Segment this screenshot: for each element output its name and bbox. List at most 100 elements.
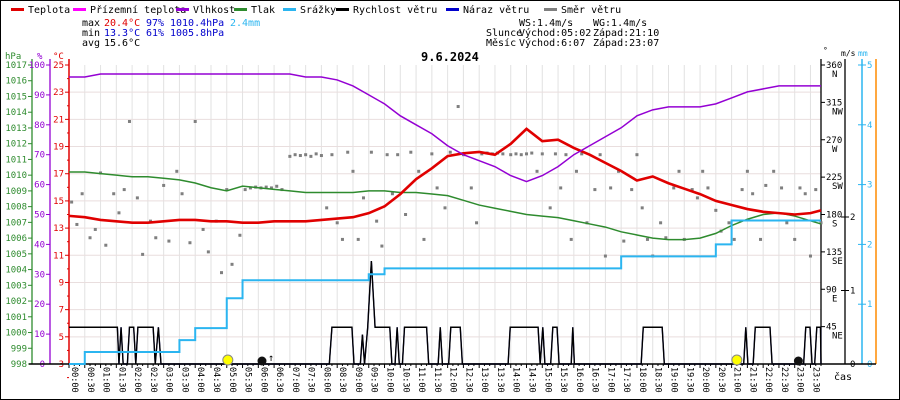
wind-direction-dot	[695, 196, 699, 200]
hpa-tick-label: 1009	[5, 187, 27, 197]
legend-color-dash	[446, 7, 459, 11]
wind-direction-dot	[385, 153, 389, 157]
deg-compass-label: NE	[832, 332, 843, 342]
x-tick-label: 16:00	[574, 367, 584, 393]
wind-direction-dot	[785, 221, 789, 225]
wind-direction-dot	[275, 184, 279, 188]
wind-direction-dot	[535, 169, 539, 173]
wind-direction-dot	[525, 152, 529, 156]
legend-item-7: Náraz větru	[446, 5, 529, 17]
temp-tick-label: 19	[53, 143, 64, 153]
deg-compass-label: S	[832, 220, 837, 230]
wind-direction-dot	[340, 237, 344, 241]
stat-avg-temp: 15.6°C	[104, 38, 141, 49]
pct-tick-label: 60	[34, 181, 45, 191]
wind-direction-dot	[598, 153, 602, 157]
hpa-tick-label: 1002	[5, 297, 27, 307]
wind-direction-dot	[206, 250, 210, 254]
legend-item-8: Směr větru	[544, 5, 621, 17]
deg-tick-label: 270	[826, 136, 842, 146]
hpa-axis-unit: hPa	[5, 52, 21, 62]
x-tick-label: 12:00	[448, 367, 458, 393]
x-tick-label: 20:30	[716, 367, 726, 393]
wind-direction-dot	[819, 221, 823, 225]
pct-tick-label: 50	[34, 211, 45, 221]
wind-direction-dot	[603, 254, 607, 258]
wind-direction-dot	[564, 153, 568, 157]
deg-tick-label: 90	[826, 285, 837, 295]
mm-axis-unit: mm	[858, 49, 868, 58]
x-tick-label: 18:00	[637, 367, 647, 393]
wind-direction-dot	[808, 254, 812, 258]
x-tick-label: 06:00	[258, 367, 268, 393]
sunset-marker	[731, 354, 743, 366]
hpa-tick-label: 1011	[5, 155, 27, 165]
wind-direction-dot	[422, 237, 426, 241]
deg-tick-label: 225	[826, 173, 842, 183]
x-tick-label: 17:30	[621, 367, 631, 393]
deg-tick-label: 180	[826, 211, 842, 221]
wind-direction-dot	[238, 233, 242, 237]
wind-direction-dot	[248, 186, 252, 190]
deg-tick-label: 45	[826, 323, 837, 333]
wind-direction-dot	[617, 169, 621, 173]
x-tick-label: 10:00	[385, 367, 395, 393]
legend-item-5: Srážky	[283, 5, 336, 17]
wind-direction-dot	[141, 252, 145, 256]
legend-label: Rychlost větru	[353, 5, 438, 16]
temp-tick-label: 9	[59, 278, 64, 288]
temp-tick-label: 5	[59, 333, 64, 343]
x-tick-label: 23:30	[810, 367, 820, 393]
wind-direction-dot	[672, 186, 676, 190]
wind-direction-dot	[351, 169, 355, 173]
legend-color-dash	[336, 7, 349, 11]
moonset-time: Západ:23:07	[593, 38, 660, 49]
wind-direction-dot	[335, 221, 339, 225]
mm-tick-label: 1	[867, 300, 872, 310]
mm-tick-label: 4	[867, 121, 872, 131]
wind-direction-dot	[330, 153, 334, 157]
x-tick-label: 01:00	[101, 367, 111, 393]
moon-label: Měsíc	[486, 38, 517, 49]
wind-direction-dot	[325, 206, 329, 210]
hpa-tick-label: 1016	[5, 77, 27, 87]
legend-label: Teplota	[28, 5, 71, 16]
ms-tick-label: 2	[850, 213, 855, 223]
hpa-tick-label: 1014	[5, 108, 27, 118]
x-tick-label: 02:00	[132, 367, 142, 393]
mm-tick-label: 0	[867, 360, 872, 370]
x-tick-label: 09:30	[369, 367, 379, 393]
wind-direction-dot	[553, 152, 557, 156]
wind-direction-dot	[814, 188, 818, 192]
mm-tick-label: 2	[867, 240, 872, 250]
deg-axis-unit: °	[823, 46, 828, 55]
temp-tick-label: 25	[53, 61, 64, 71]
wind-direction-dot	[548, 206, 552, 210]
legend-label: Srážky	[300, 5, 337, 16]
x-tick-label: 06:30	[274, 367, 284, 393]
temp-tick-label: 21	[53, 115, 64, 125]
ms-axis-unit: m/s	[841, 49, 856, 58]
x-tick-label: 23:00	[795, 367, 805, 393]
wind-direction-dot	[540, 152, 544, 156]
x-tick-label: 12:30	[463, 367, 473, 393]
x-tick-label: 08:00	[321, 367, 331, 393]
wind-direction-dot	[635, 153, 639, 157]
legend-item-1: Teplota	[11, 5, 70, 17]
wind-direction-dot	[622, 239, 626, 243]
legend-color-dash	[283, 7, 296, 11]
temp-tick-label: 7	[59, 306, 64, 316]
wind-direction-dot	[609, 186, 613, 190]
wind-direction-dot	[135, 196, 139, 200]
wind-direction-dot	[230, 262, 234, 266]
ms-tick-label: 1	[850, 287, 855, 297]
wind-direction-dot	[780, 186, 784, 190]
x-tick-label: 05:30	[243, 367, 253, 393]
x-tick-label: 00:00	[69, 367, 79, 393]
wind-direction-dot	[759, 237, 763, 241]
wind-direction-dot	[501, 152, 505, 156]
wind-direction-dot	[380, 244, 384, 248]
x-tick-label: 04:30	[211, 367, 221, 393]
hpa-tick-label: 1003	[5, 281, 27, 291]
